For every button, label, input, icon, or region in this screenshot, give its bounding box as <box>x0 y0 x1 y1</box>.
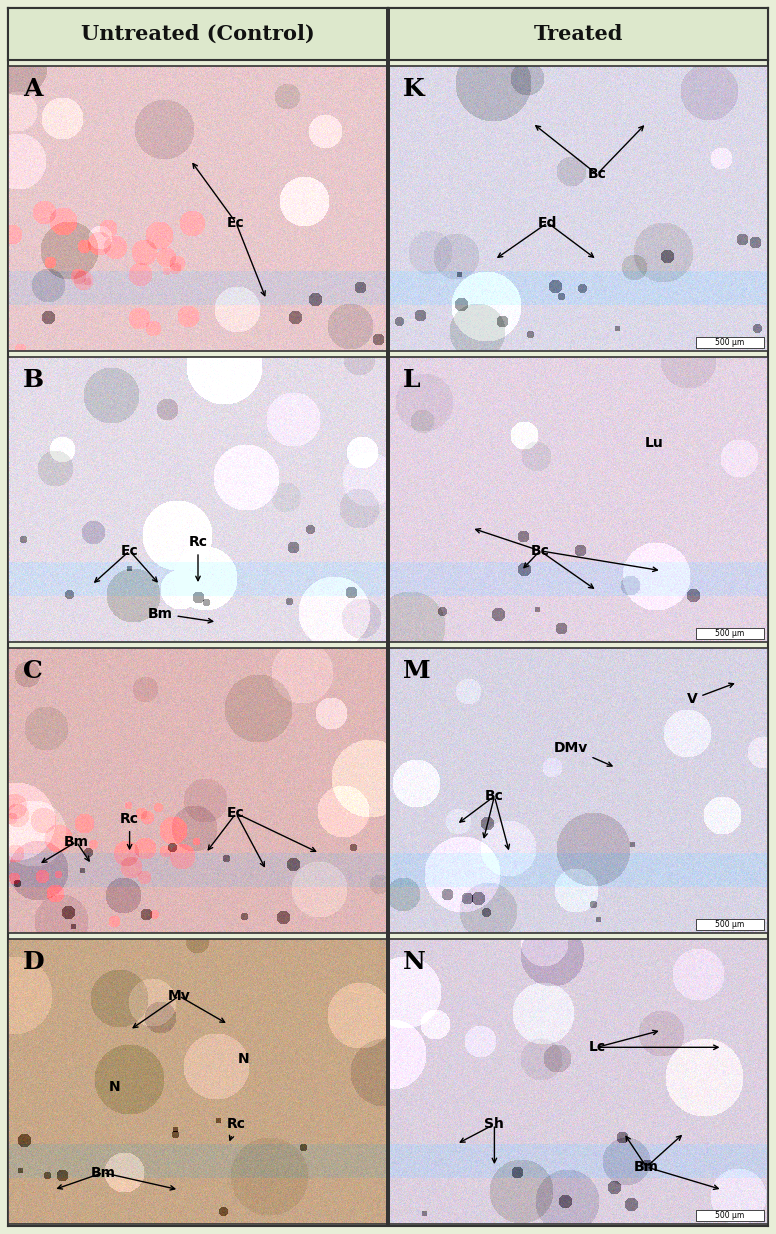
Text: Bm: Bm <box>147 606 213 623</box>
Text: 500 µm: 500 µm <box>715 921 745 929</box>
Text: L: L <box>404 369 421 392</box>
Text: Rc: Rc <box>189 536 207 581</box>
Text: Lc: Lc <box>588 1040 605 1054</box>
Text: Untreated (Control): Untreated (Control) <box>81 23 315 44</box>
Text: Mv: Mv <box>168 988 190 1003</box>
Text: 500 µm: 500 µm <box>715 338 745 347</box>
Text: V: V <box>687 684 733 706</box>
Text: Bc: Bc <box>485 790 504 803</box>
Text: Bm: Bm <box>634 1160 659 1174</box>
Bar <box>696 628 764 639</box>
Text: Bm: Bm <box>64 834 89 849</box>
Text: A: A <box>23 78 43 101</box>
Text: N: N <box>109 1080 120 1095</box>
Text: Rc: Rc <box>120 812 139 849</box>
Text: 500 µm: 500 µm <box>715 629 745 638</box>
Text: Ec: Ec <box>227 806 245 821</box>
Text: Lu: Lu <box>645 436 663 449</box>
Text: Bm: Bm <box>91 1166 116 1180</box>
Text: 500 µm: 500 µm <box>715 1211 745 1220</box>
Text: Bc: Bc <box>531 544 549 558</box>
Bar <box>696 919 764 930</box>
Text: Rc: Rc <box>227 1117 245 1140</box>
Text: C: C <box>23 659 43 684</box>
Text: Ed: Ed <box>538 216 557 230</box>
Text: D: D <box>23 950 45 975</box>
Text: N: N <box>404 950 426 975</box>
Text: N: N <box>237 1051 249 1066</box>
Text: Treated: Treated <box>533 23 622 44</box>
Text: Ec: Ec <box>121 544 138 558</box>
Text: Bc: Bc <box>587 168 606 181</box>
Text: B: B <box>23 369 44 392</box>
Bar <box>696 337 764 348</box>
Text: Ec: Ec <box>227 216 245 230</box>
Text: DMv: DMv <box>553 740 612 766</box>
Text: M: M <box>404 659 431 684</box>
Bar <box>696 1209 764 1222</box>
Text: K: K <box>404 78 425 101</box>
Text: Sh: Sh <box>484 1117 504 1132</box>
